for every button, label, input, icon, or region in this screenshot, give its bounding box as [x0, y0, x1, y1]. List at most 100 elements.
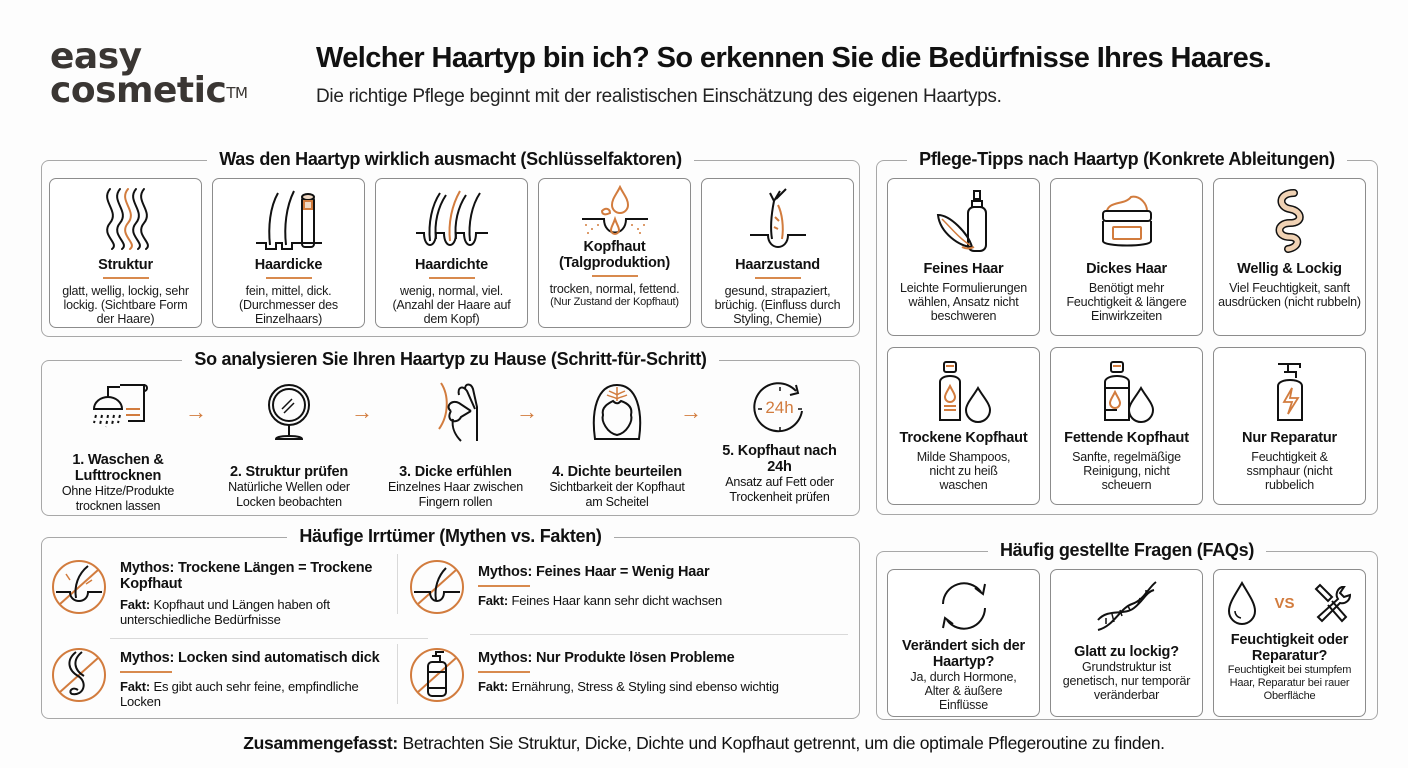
- bottle-drop-icon: [1103, 361, 1154, 423]
- faq-card: Verändert sich der Haartyp? Ja, durch Ho…: [887, 569, 1040, 717]
- page-title: Welcher Haartyp bin ich? So erkennen Sie…: [316, 42, 1272, 74]
- myth-title: Mythos: Feines Haar = Wenig Haar: [478, 564, 710, 580]
- fact-text: Kopfhaut und Längen haben oft unterschie…: [120, 597, 330, 627]
- no-curl-icon: [52, 648, 106, 702]
- tip-text: Sanfte, regelmäßige Reinigung, nicht sch…: [1072, 450, 1181, 492]
- tip-card: Trockene Kopfhaut Milde Shampoos, nicht …: [887, 347, 1040, 505]
- tips-section: Pflege-Tipps nach Haartyp (Konkrete Able…: [876, 149, 1378, 515]
- faq-answer: Grundstruktur ist genetisch, nur temporä…: [1062, 660, 1191, 702]
- myth-item-2: Mythos: Feines Haar = Wenig Haar Fakt: F…: [478, 564, 848, 608]
- hair-density-icon: [415, 190, 488, 246]
- fact-text: Ernährung, Stress & Styling sind ebenso …: [511, 679, 779, 694]
- factor-card-kopfhaut: Kopfhaut (Talgproduktion) trocken, norma…: [538, 178, 691, 328]
- step-title: 2. Struktur prüfen: [229, 464, 349, 480]
- factor-title: Haarzustand: [735, 257, 820, 273]
- head-parting-icon: [592, 383, 642, 440]
- accent-underline: [591, 275, 638, 277]
- step-5: 24h 5. Kopfhaut nach 24h Ansatz auf Fett…: [707, 381, 852, 505]
- dna-icon: [1096, 581, 1157, 631]
- factor-text: gesund, strapaziert, brüchig. (Einfluss …: [714, 284, 841, 326]
- trademark: TM: [226, 84, 248, 102]
- summary-label: Zusammengefasst:: [243, 733, 398, 753]
- shampoo-drop-icon: [938, 361, 991, 423]
- cream-jar-icon: [1101, 195, 1152, 247]
- brand-line1: easy: [50, 36, 142, 77]
- analysis-section: So analysieren Sie Ihren Haartyp zu Haus…: [41, 349, 860, 516]
- tip-text: Milde Shampoos, nicht zu heiß waschen: [916, 450, 1011, 492]
- faq-section: Häufig gestellte Fragen (FAQs) Verändert…: [876, 540, 1378, 720]
- summary: Zusammengefasst: Betrachten Sie Struktur…: [0, 733, 1408, 754]
- myths-section: Häufige Irrtümer (Mythen vs. Fakten) Myt…: [41, 526, 860, 719]
- tip-text: Benötigt mehr Feuchtigkeit & längere Ein…: [1066, 281, 1187, 323]
- myth-item-1: Mythos: Trockene Längen = Trockene Kopfh…: [120, 560, 390, 627]
- fact-text: Es gibt auch sehr feine, empfindliche Lo…: [120, 679, 359, 709]
- step-title: 3. Dicke erfühlen: [399, 464, 512, 480]
- feather-spray-icon: [936, 190, 987, 252]
- divider: [397, 554, 398, 614]
- faq-card: Glatt zu lockig? Grundstruktur ist genet…: [1050, 569, 1203, 717]
- tip-card: Feines Haar Leichte Formulierungen wähle…: [887, 178, 1040, 336]
- accent-underline: [478, 585, 530, 587]
- factor-text: glatt, wellig, lockig, sehr lockig. (Sic…: [62, 284, 189, 326]
- page-subtitle: Die richtige Pflege beginnt mit der real…: [316, 86, 1002, 107]
- step-text: Ansatz auf Fett oder Trockenheit prüfen: [725, 475, 834, 504]
- myth-title: Mythos: Trockene Längen = Trockene Kopfh…: [120, 560, 373, 592]
- factors-section: Was den Haartyp wirklich ausmacht (Schlü…: [41, 149, 860, 337]
- myth-item-3: Mythos: Locken sind automatisch dick Fak…: [120, 650, 400, 709]
- step-title: 5. Kopfhaut nach 24h: [722, 443, 837, 475]
- tip-title: Wellig & Lockig: [1237, 261, 1342, 277]
- wavy-hair-strands-icon: [105, 188, 149, 250]
- scalp-oil-drop-icon: [581, 185, 648, 235]
- shower-towel-icon: [92, 384, 148, 428]
- step-title: 4. Dichte beurteilen: [552, 464, 682, 480]
- factor-title: Haardicke: [254, 257, 323, 273]
- no-product-icon: [410, 648, 464, 702]
- factor-text: trocken, normal, fettend.: [549, 282, 680, 296]
- accent-underline: [120, 671, 172, 673]
- factor-card-struktur: Struktur glatt, wellig, lockig, sehr loc…: [49, 178, 202, 328]
- mirror-icon: [268, 384, 310, 440]
- tip-text: Feuchtigkeit & ssmphaur (nicht rubbelich: [1246, 450, 1333, 492]
- tip-text: Viel Feuchtigkeit, sanft ausdrücken (nic…: [1218, 281, 1361, 309]
- analysis-title: So analysieren Sie Ihren Haartyp zu Haus…: [182, 349, 719, 369]
- tip-title: Trockene Kopfhaut: [899, 430, 1028, 446]
- faq-question: Glatt zu lockig?: [1074, 644, 1179, 660]
- myth-title: Mythos: Locken sind automatisch dick: [120, 650, 380, 666]
- drop-vs-tools-icon: VS: [1214, 580, 1365, 626]
- step-4: 4. Dichte beurteilen Sichtbarkeit der Ko…: [542, 381, 692, 510]
- faq-card: VS Feuchtigkeit oder Reparatur? Feuchtig…: [1213, 569, 1366, 717]
- hair-thickness-icon: [255, 190, 322, 250]
- faq-answer: Feuchtigkeit bei stumpfem Haar, Reparatu…: [1227, 664, 1352, 702]
- factor-note: (Nur Zustand der Kopfhaut): [550, 296, 679, 308]
- no-dry-scalp-icon: [52, 560, 106, 614]
- tip-title: Feines Haar: [923, 261, 1004, 277]
- faq-answer: Ja, durch Hormone, Alter & äußere Einflü…: [910, 670, 1017, 712]
- factor-title: Kopfhaut (Talgproduktion): [559, 239, 670, 271]
- accent-underline: [102, 277, 149, 279]
- factor-card-haarzustand: Haarzustand gesund, strapaziert, brüchig…: [701, 178, 854, 328]
- fact-label: Fakt:: [120, 679, 151, 694]
- tip-title: Dickes Haar: [1086, 261, 1167, 277]
- faq-title: Häufig gestellte Fragen (FAQs): [987, 540, 1267, 560]
- tip-card: Wellig & Lockig Viel Feuchtigkeit, sanft…: [1213, 178, 1366, 336]
- divider: [470, 634, 848, 635]
- factor-card-haardichte: Haardichte wenig, normal, viel. (Anzahl …: [375, 178, 528, 328]
- step-1: 1. Waschen & Lufttrocknen Ohne Hitze/Pro…: [48, 381, 188, 514]
- step-text: Einzelnes Haar zwischen Fingern rollen: [387, 480, 524, 509]
- faq-question: Verändert sich der Haartyp?: [902, 638, 1025, 670]
- clock-label: 24h: [765, 398, 794, 417]
- tip-card: Nur Reparatur Feuchtigkeit & ssmphaur (n…: [1213, 347, 1366, 505]
- vs-label: VS: [1274, 594, 1295, 612]
- step-text: Ohne Hitze/Produkte trocknen lassen: [61, 484, 175, 513]
- tip-title: Fettende Kopfhaut: [1064, 430, 1189, 446]
- factor-card-haardicke: Haardicke fein, mittel, dick. (Durchmess…: [212, 178, 365, 328]
- arrow-right-icon: →: [516, 399, 538, 424]
- accent-underline: [478, 671, 530, 673]
- summary-text: Betrachten Sie Struktur, Dicke, Dichte u…: [397, 733, 1166, 753]
- accent-underline: [754, 277, 801, 279]
- step-title: 1. Waschen & Lufttrocknen: [72, 452, 164, 484]
- factors-title: Was den Haartyp wirklich ausmacht (Schlü…: [207, 149, 694, 169]
- brand-line2: cosmetic: [50, 70, 227, 111]
- factor-title: Struktur: [98, 257, 153, 273]
- tip-title: Nur Reparatur: [1242, 430, 1337, 446]
